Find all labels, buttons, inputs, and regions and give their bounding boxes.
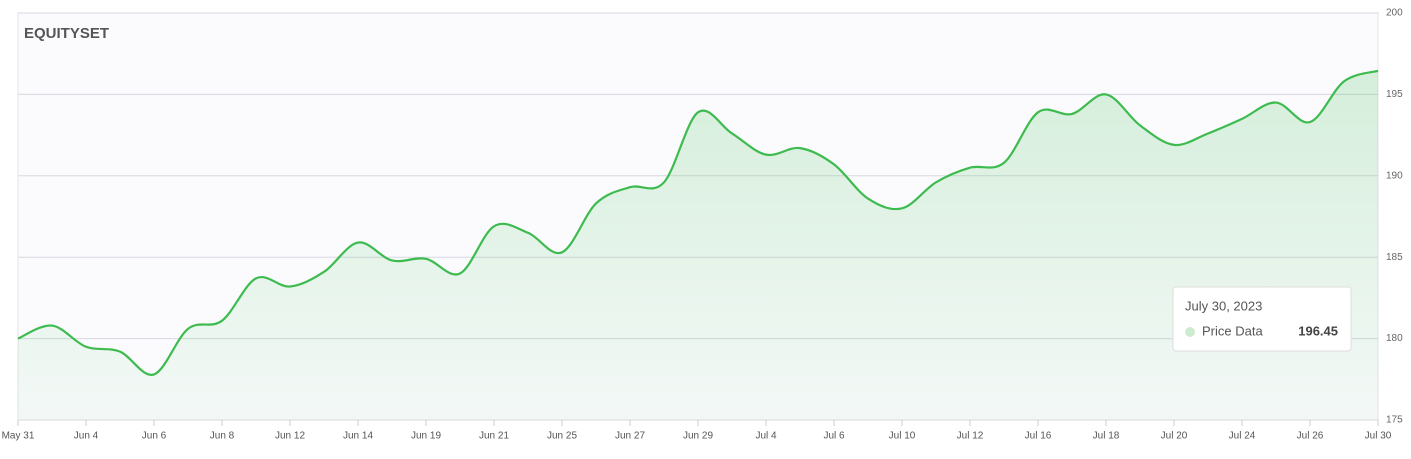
x-tick-label: Jun 6: [142, 431, 167, 442]
y-tick-label: 175: [1386, 415, 1403, 426]
x-tick-label: Jul 24: [1229, 431, 1256, 442]
tooltip-swatch: [1185, 327, 1195, 337]
x-tick-label: Jun 27: [615, 431, 645, 442]
x-tick-label: Jul 30: [1365, 431, 1392, 442]
x-tick-label: Jul 16: [1025, 431, 1052, 442]
tooltip-series: Price Data: [1202, 323, 1263, 338]
x-tick-label: Jul 26: [1297, 431, 1324, 442]
tooltip-value: 196.45: [1298, 323, 1338, 338]
y-tick-label: 190: [1386, 170, 1403, 181]
x-tick-label: Jul 4: [755, 431, 777, 442]
x-tick-label: Jun 12: [275, 431, 305, 442]
tooltip-title: July 30, 2023: [1185, 298, 1262, 313]
tooltip-box: [1172, 286, 1352, 352]
y-tick-label: 180: [1386, 333, 1403, 344]
price-line: [17, 69, 1379, 376]
x-tick-label: Jul 6: [823, 431, 845, 442]
area-fill: [18, 70, 1378, 420]
x-tick-label: Jun 4: [74, 431, 99, 442]
x-tick-label: Jun 19: [411, 431, 441, 442]
x-tick-label: May 31: [2, 431, 35, 442]
x-tick-label: Jul 10: [889, 431, 916, 442]
x-tick-label: Jul 18: [1093, 431, 1120, 442]
x-tick-label: Jul 12: [957, 431, 984, 442]
x-tick-label: Jul 20: [1161, 431, 1188, 442]
brand-logo: EQUITYSET: [24, 25, 109, 42]
x-tick-label: Jun 8: [210, 431, 235, 442]
x-tick-label: Jun 25: [547, 431, 577, 442]
x-tick-label: Jun 29: [683, 431, 713, 442]
x-tick-label: Jun 21: [479, 431, 509, 442]
tooltip: July 30, 2023 Price Data 196.45: [1172, 286, 1352, 352]
x-tick-label: Jun 14: [343, 431, 373, 442]
y-tick-label: 200: [1386, 8, 1403, 19]
y-tick-label: 185: [1386, 252, 1403, 263]
y-tick-label: 195: [1386, 89, 1403, 100]
